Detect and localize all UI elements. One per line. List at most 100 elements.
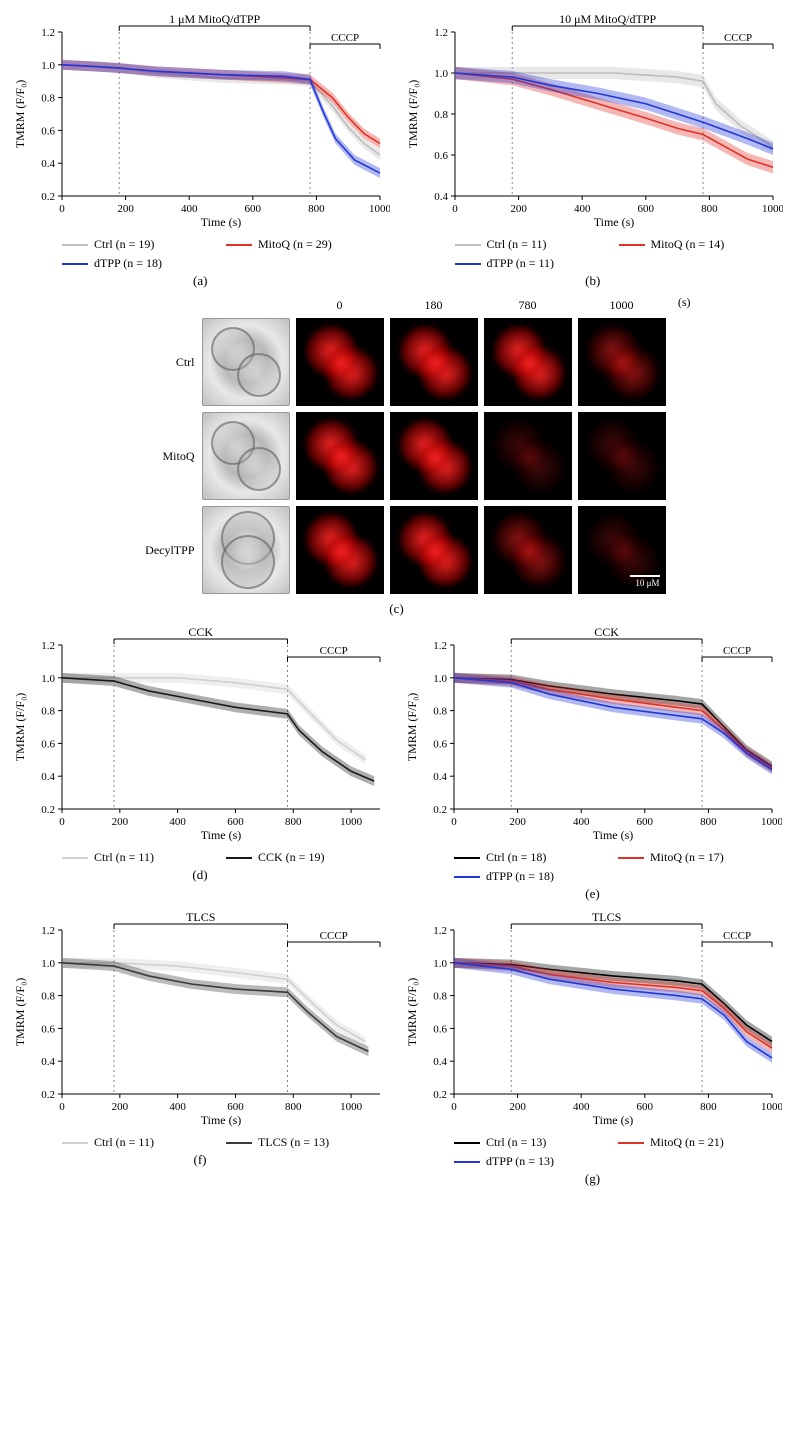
svg-text:1000: 1000 [762,203,783,215]
svg-text:Time (s): Time (s) [201,828,242,842]
svg-text:CCCP: CCCP [320,930,348,942]
svg-text:1.2: 1.2 [41,640,55,652]
legend-swatch [454,1142,480,1144]
svg-text:0: 0 [59,1101,65,1113]
panel-f: 0.20.40.60.81.01.202004006008001000TMRM … [10,908,390,1187]
legend-swatch [62,1142,88,1144]
svg-text:CCK: CCK [188,625,213,639]
svg-text:0: 0 [59,816,65,828]
svg-text:600: 600 [637,203,654,215]
svg-text:400: 400 [169,816,186,828]
legend-label: Ctrl (n = 11) [94,850,154,865]
svg-text:200: 200 [117,203,134,215]
legend-swatch [454,1161,480,1163]
legend-d: Ctrl (n = 11)CCK (n = 19) [10,850,390,865]
legend-item: dTPP (n = 18) [62,256,202,271]
sublabel-f: (f) [10,1152,390,1168]
figure: 0.20.40.60.81.01.202004006008001000TMRM … [10,10,783,1187]
chart-g: 0.20.40.60.81.01.202004006008001000TMRM … [402,908,782,1128]
svg-text:800: 800 [701,203,718,215]
svg-text:10 μM MitoQ/dTPP: 10 μM MitoQ/dTPP [559,12,656,26]
legend-swatch [454,857,480,859]
time-header: 780 [519,295,537,313]
brightfield-image [202,506,290,594]
svg-text:1000: 1000 [340,1101,363,1113]
scale-bar: 10 μM [630,575,660,588]
svg-text:1000: 1000 [340,816,363,828]
legend-swatch [226,857,252,859]
svg-text:TMRM (F/F₀): TMRM (F/F₀) [406,80,420,149]
legend-item: MitoQ (n = 21) [618,1135,758,1150]
svg-text:1000: 1000 [761,816,782,828]
svg-text:400: 400 [573,816,590,828]
legend-label: MitoQ (n = 29) [258,237,332,252]
sublabel-b: (b) [403,273,784,289]
svg-text:0.6: 0.6 [433,738,447,750]
svg-text:1.0: 1.0 [433,673,447,685]
svg-text:0.2: 0.2 [41,1089,55,1101]
svg-text:800: 800 [285,1101,302,1113]
svg-text:0.4: 0.4 [433,771,447,783]
svg-text:TMRM (F/F₀): TMRM (F/F₀) [13,978,27,1047]
svg-text:0.6: 0.6 [41,125,55,137]
legend-item: Ctrl (n = 19) [62,237,202,252]
sublabel-c: (c) [389,601,403,617]
legend-swatch [619,244,645,246]
svg-text:Time (s): Time (s) [201,215,242,229]
legend-item: MitoQ (n = 29) [226,237,366,252]
legend-label: Ctrl (n = 11) [487,237,547,252]
svg-text:CCCP: CCCP [320,645,348,657]
legend-label: Ctrl (n = 13) [486,1135,546,1150]
legend-item: MitoQ (n = 14) [619,237,759,252]
time-unit-label: (s) [678,295,691,310]
svg-text:1.0: 1.0 [41,673,55,685]
svg-text:Time (s): Time (s) [201,1113,242,1127]
brightfield-image [202,412,290,500]
legend-item: TLCS (n = 13) [226,1135,366,1150]
time-header: 0 [337,295,343,313]
legend-e: Ctrl (n = 18)MitoQ (n = 17)dTPP (n = 18) [402,850,783,884]
micrograph-row-label: Ctrl [125,355,199,370]
svg-text:1.0: 1.0 [41,958,55,970]
fluorescence-image [390,318,478,406]
micrograph-row-label: MitoQ [125,449,199,464]
legend-label: Ctrl (n = 19) [94,237,154,252]
svg-text:0.2: 0.2 [41,804,55,816]
legend-item: Ctrl (n = 13) [454,1135,594,1150]
fluorescence-image [578,318,666,406]
svg-text:TMRM (F/F₀): TMRM (F/F₀) [13,80,27,149]
legend-label: dTPP (n = 18) [486,869,554,884]
svg-text:1.0: 1.0 [41,60,55,72]
svg-text:600: 600 [637,1101,654,1113]
svg-text:600: 600 [637,816,654,828]
chart-f: 0.20.40.60.81.01.202004006008001000TMRM … [10,908,390,1128]
svg-text:1000: 1000 [761,1101,782,1113]
svg-text:Time (s): Time (s) [593,828,634,842]
svg-text:200: 200 [112,1101,129,1113]
legend-label: MitoQ (n = 17) [650,850,724,865]
svg-text:200: 200 [509,816,526,828]
svg-text:CCCP: CCCP [331,32,359,44]
fluorescence-image [484,318,572,406]
svg-text:0: 0 [451,1101,457,1113]
svg-text:0.6: 0.6 [41,738,55,750]
legend-item: Ctrl (n = 11) [455,237,595,252]
svg-text:600: 600 [227,816,244,828]
time-header: 1000 [610,295,634,313]
panel-d: 0.20.40.60.81.01.202004006008001000TMRM … [10,623,390,902]
svg-text:0: 0 [452,203,458,215]
svg-text:TLCS: TLCS [186,910,215,924]
chart-b: 0.40.60.81.01.202004006008001000TMRM (F/… [403,10,783,230]
fluorescence-image [484,506,572,594]
svg-text:TMRM (F/F₀): TMRM (F/F₀) [13,693,27,762]
legend-label: dTPP (n = 13) [486,1154,554,1169]
fluorescence-image [578,412,666,500]
svg-text:0.2: 0.2 [41,191,55,203]
panel-e: 0.20.40.60.81.01.202004006008001000TMRM … [402,623,783,902]
svg-text:Time (s): Time (s) [593,215,634,229]
svg-text:0.4: 0.4 [41,771,55,783]
legend-a: Ctrl (n = 19) MitoQ (n = 29) dTPP (n = 18) [10,237,391,271]
svg-text:1000: 1000 [369,203,390,215]
legend-label: dTPP (n = 18) [94,256,162,271]
legend-item: Ctrl (n = 11) [62,850,202,865]
